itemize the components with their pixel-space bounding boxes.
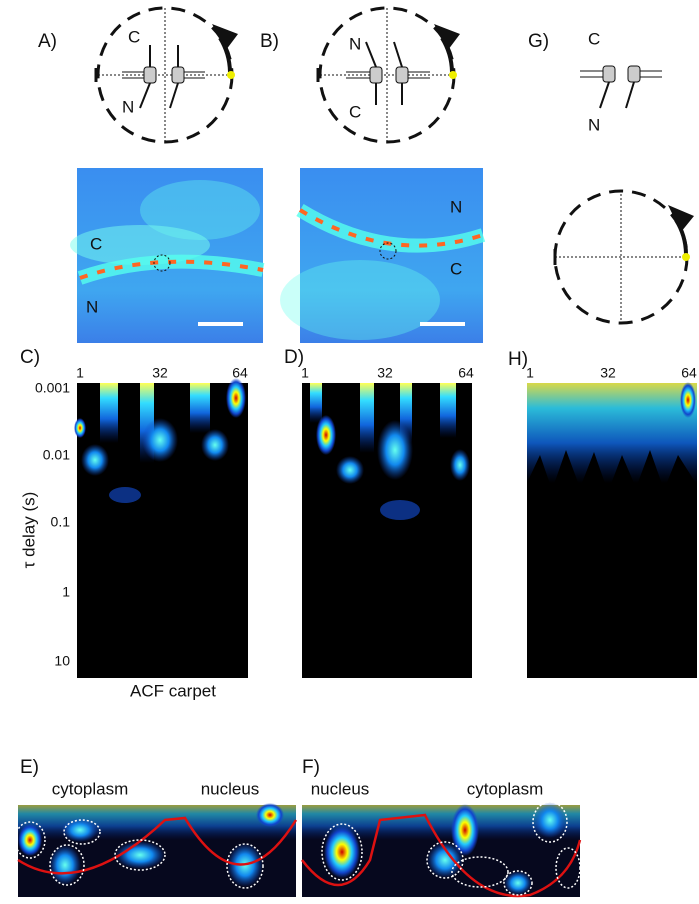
y-axis-label: τ delay (s) [19, 492, 38, 569]
panel-label: A) [38, 31, 57, 52]
x-tick-label: 64 [232, 365, 248, 381]
panel-f: F) nucleus cytoplasm [301, 757, 582, 898]
panel-a: A) C N [38, 6, 238, 144]
y-tick-label: 0.01 [43, 447, 70, 463]
panel-label: D) [284, 347, 304, 368]
y-tick-label: 1 [62, 584, 70, 600]
x-tick-label: 64 [458, 365, 474, 381]
y-tick-label: 0.001 [35, 380, 70, 396]
compartment-label: N [450, 197, 462, 216]
panel-label: G) [528, 31, 549, 52]
x-axis-label: ACF carpet [130, 681, 216, 700]
panel-b: B) N C [260, 6, 460, 144]
compartment-label: cytoplasm [52, 779, 129, 798]
compartment-label: cytoplasm [467, 779, 544, 798]
carpet-c: C) 1 32 64 0.001 0.01 0.1 1 10 τ delay (… [19, 347, 248, 700]
panel-label: E) [20, 757, 39, 778]
compartment-label: C [450, 259, 462, 278]
compartment-label: C [128, 27, 140, 46]
compartment-label: nucleus [311, 779, 370, 798]
panel-label: H) [508, 349, 528, 370]
x-tick-label: 32 [377, 365, 393, 381]
panel-label: F) [302, 757, 320, 778]
image-b: N C [280, 168, 486, 343]
compartment-label: N [349, 34, 361, 53]
compartment-label: C [90, 234, 102, 253]
x-tick-label: 1 [76, 365, 84, 381]
x-tick-label: 1 [526, 365, 534, 381]
y-tick-label: 10 [54, 653, 70, 669]
x-tick-label: 64 [681, 365, 697, 381]
x-tick-label: 1 [301, 365, 309, 381]
panel-label: C) [20, 347, 40, 368]
compartment-label: C [588, 29, 600, 48]
panel-label: B) [260, 31, 279, 52]
image-a: C N [70, 168, 265, 343]
compartment-label: C [349, 102, 361, 121]
carpet-d: D) 1 32 64 [284, 347, 474, 678]
y-tick-label: 0.1 [51, 514, 71, 530]
x-tick-label: 32 [152, 365, 168, 381]
compartment-label: N [588, 115, 600, 134]
panel-g: G) C N [528, 29, 694, 325]
carpet-h: H) 1 32 64 [508, 349, 697, 678]
compartment-label: N [86, 297, 98, 316]
x-tick-label: 32 [600, 365, 616, 381]
compartment-label: N [122, 97, 134, 116]
panel-e: E) cytoplasm nucleus [14, 757, 298, 897]
compartment-label: nucleus [201, 779, 260, 798]
